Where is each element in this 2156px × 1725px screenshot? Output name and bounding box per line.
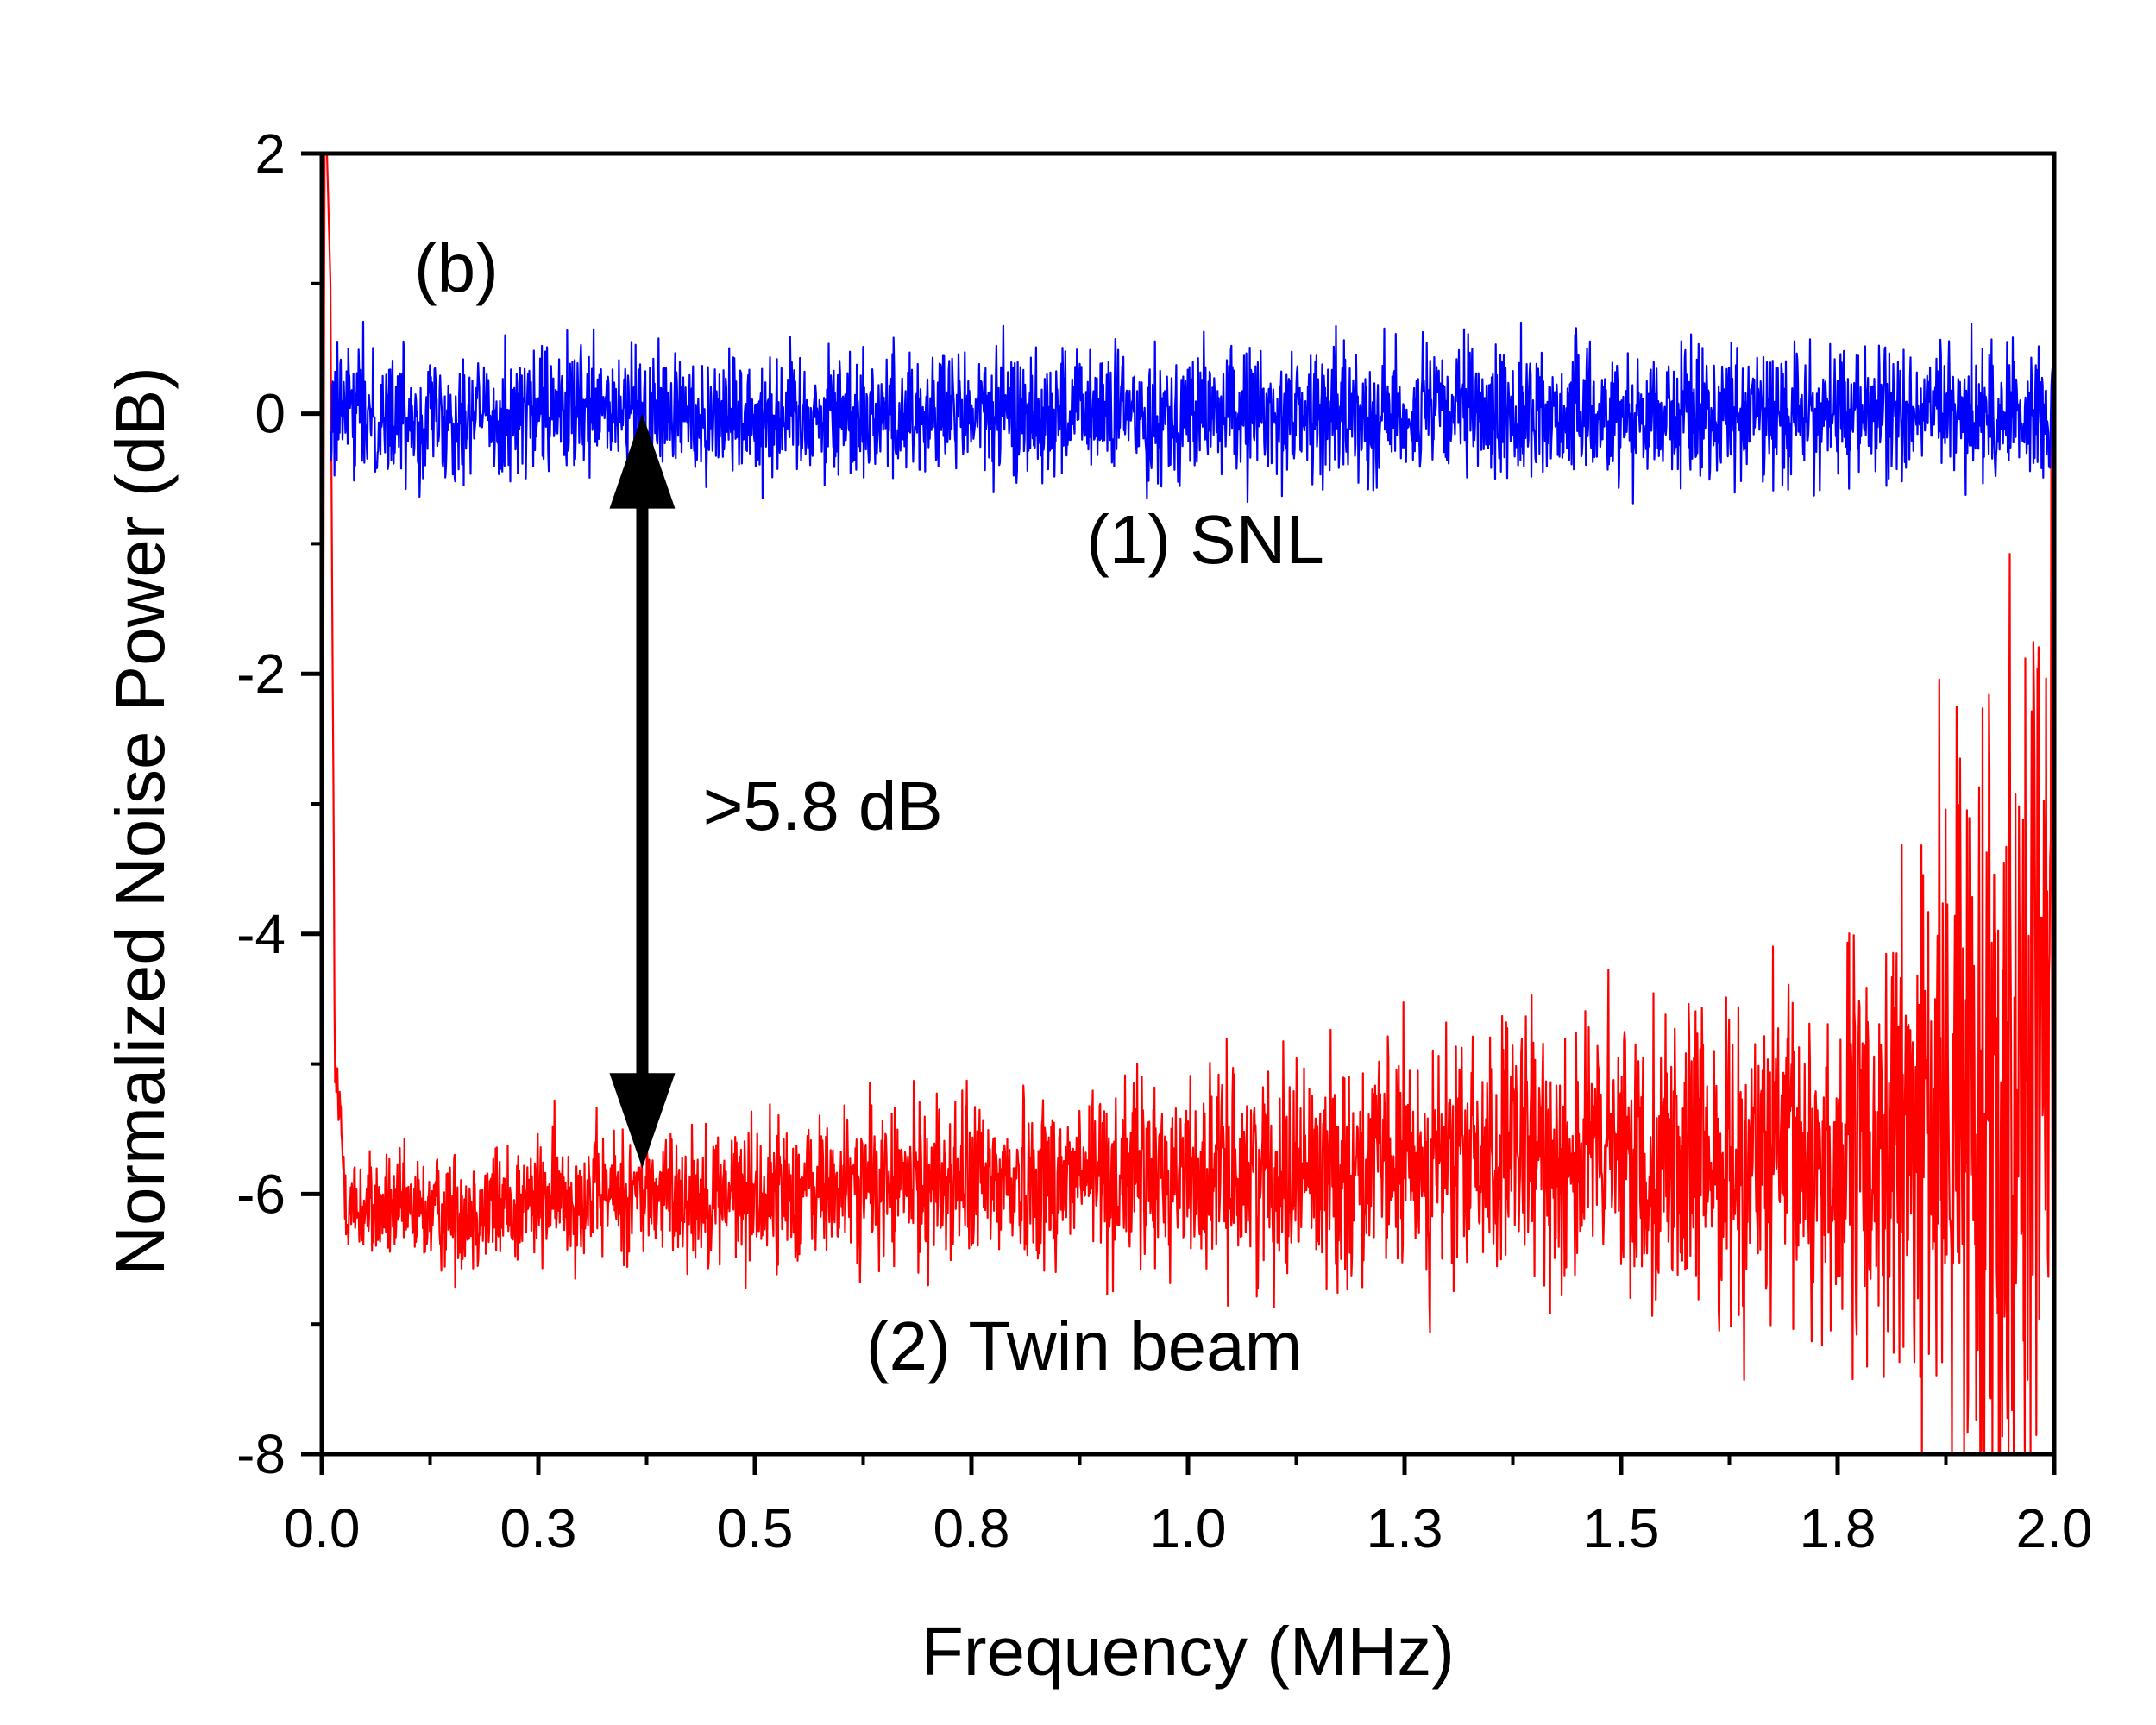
series-snl	[329, 320, 2056, 505]
annotation-snl: (1) SNL	[1086, 501, 1324, 578]
difference-arrow	[609, 413, 676, 1169]
y-axis: 2 0 -2 -4 -6 -8	[236, 122, 322, 1485]
y-axis-title: Normalized Noise Power (dB)	[102, 367, 179, 1276]
x-tick-label: 1.8	[1800, 1497, 1876, 1559]
panel-label: (b)	[414, 229, 499, 306]
arrow-head-up	[609, 413, 676, 509]
x-tick-label: 0.0	[284, 1497, 361, 1559]
x-tick-label: 1.3	[1367, 1497, 1443, 1559]
y-tick-label: 2	[255, 122, 286, 185]
x-tick-label: 0.8	[933, 1497, 1010, 1559]
series-line	[329, 320, 2056, 505]
y-tick-label: 0	[255, 383, 286, 445]
y-tick-label: -2	[236, 643, 286, 705]
x-axis: 0.0 0.3 0.5 0.8 1.0 1.3 1.5 1.8 2.0	[284, 1454, 2093, 1559]
series-line	[320, 152, 2056, 1456]
y-tick-label: -8	[236, 1423, 286, 1485]
y-tick-label: -6	[236, 1163, 286, 1225]
x-tick-label: 0.5	[717, 1497, 794, 1559]
series-twin-beam	[320, 152, 2056, 1456]
x-tick-label: 1.5	[1583, 1497, 1660, 1559]
x-tick-label: 1.0	[1150, 1497, 1227, 1559]
x-axis-title: Frequency (MHz)	[921, 1613, 1455, 1690]
annotation-twin-beam: (2) Twin beam	[866, 1308, 1302, 1384]
annotation-difference: >5.8 dB	[703, 768, 943, 844]
arrow-head-down	[609, 1073, 676, 1169]
y-tick-label: -4	[236, 903, 286, 965]
x-tick-label: 0.3	[500, 1497, 577, 1559]
x-tick-label: 2.0	[2016, 1497, 2093, 1559]
